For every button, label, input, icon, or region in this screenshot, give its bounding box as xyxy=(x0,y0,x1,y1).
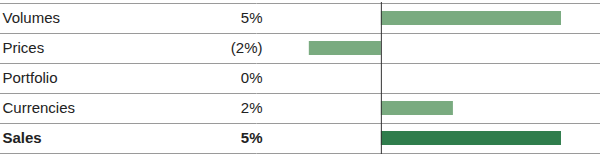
svg-text:Prices: Prices xyxy=(3,39,45,56)
svg-text:5%: 5% xyxy=(241,129,263,146)
svg-text:0%: 0% xyxy=(241,69,263,86)
svg-text:5%: 5% xyxy=(241,9,263,26)
svg-text:Currencies: Currencies xyxy=(3,99,76,116)
svg-text:Sales: Sales xyxy=(3,129,42,146)
svg-text:(2%): (2%) xyxy=(231,39,263,56)
svg-text:2%: 2% xyxy=(241,99,263,116)
svg-text:Portfolio: Portfolio xyxy=(3,69,58,86)
svg-text:Volumes: Volumes xyxy=(3,9,61,26)
